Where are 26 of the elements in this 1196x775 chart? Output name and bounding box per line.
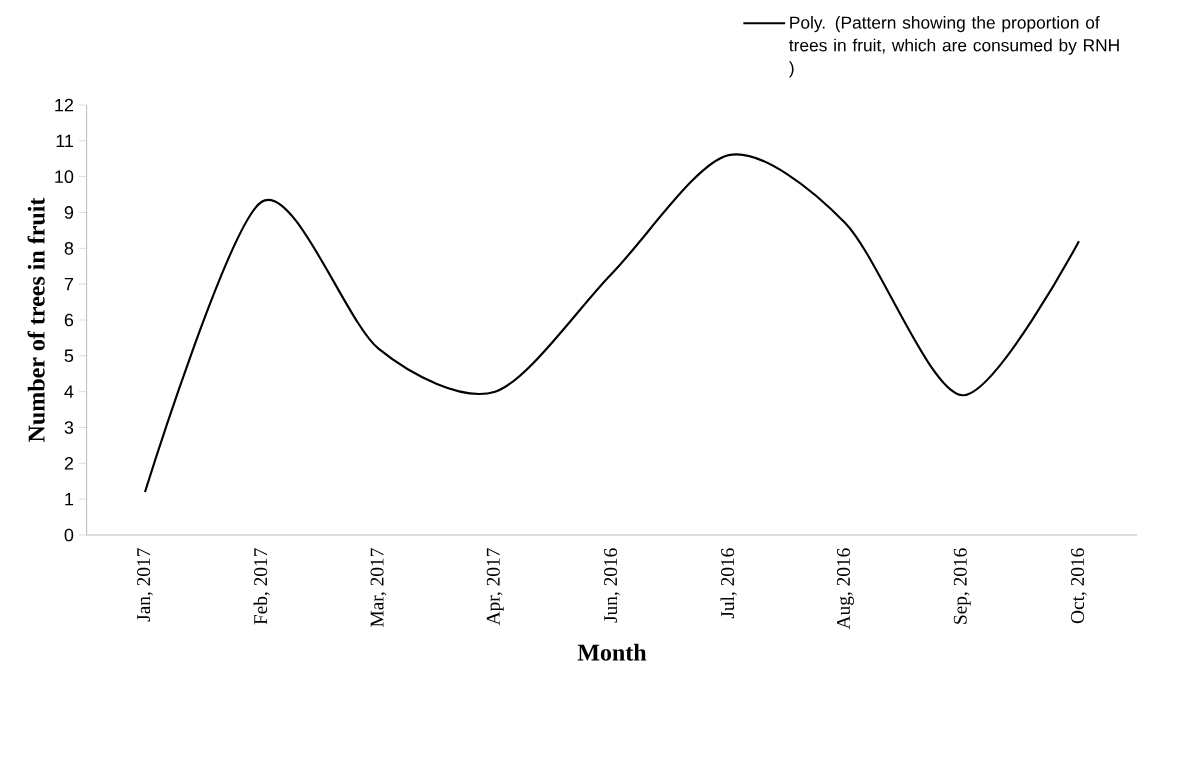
y-tick-label: 3 xyxy=(64,421,74,434)
y-tick-label: 5 xyxy=(64,349,74,363)
y-tick-label: 10 xyxy=(55,170,74,184)
y-tick-label: 0 xyxy=(64,528,74,542)
y-tick-label: 8 xyxy=(64,241,74,255)
y-tick-label: 7 xyxy=(64,277,74,291)
y-tick-label: 2 xyxy=(64,457,74,470)
x-tick-label: Apr, 2017 xyxy=(486,548,504,626)
line-series xyxy=(143,153,1080,494)
x-tick-label: Jan, 2017 xyxy=(137,548,153,622)
y-tick-label: 6 xyxy=(64,313,74,327)
x-tick-label: Jul, 2016 xyxy=(720,548,737,619)
x-tick-label: Jun, 2016 xyxy=(604,548,620,623)
y-tick-label: 9 xyxy=(64,206,74,219)
x-tick-label: Sep, 2016 xyxy=(953,548,971,624)
x-tick-label: Feb, 2017 xyxy=(253,548,270,625)
x-tick-label: Aug, 2016 xyxy=(836,548,854,630)
y-axis-title: Number of trees in fruit xyxy=(27,197,45,442)
y-tick-label: 11 xyxy=(56,134,74,148)
x-axis-title: Month xyxy=(577,643,647,661)
y-tick-label: 12 xyxy=(55,98,74,112)
x-tick-label: Oct, 2016 xyxy=(1071,548,1087,624)
y-tick-label: 1 xyxy=(65,492,74,506)
y-tick-label: 4 xyxy=(64,385,74,398)
legend-label: Poly. (Pattern showing the proportion of trees in fruit, which are consumed by RNH ) xyxy=(788,15,1119,78)
x-tick-label: Mar, 2017 xyxy=(370,548,387,627)
